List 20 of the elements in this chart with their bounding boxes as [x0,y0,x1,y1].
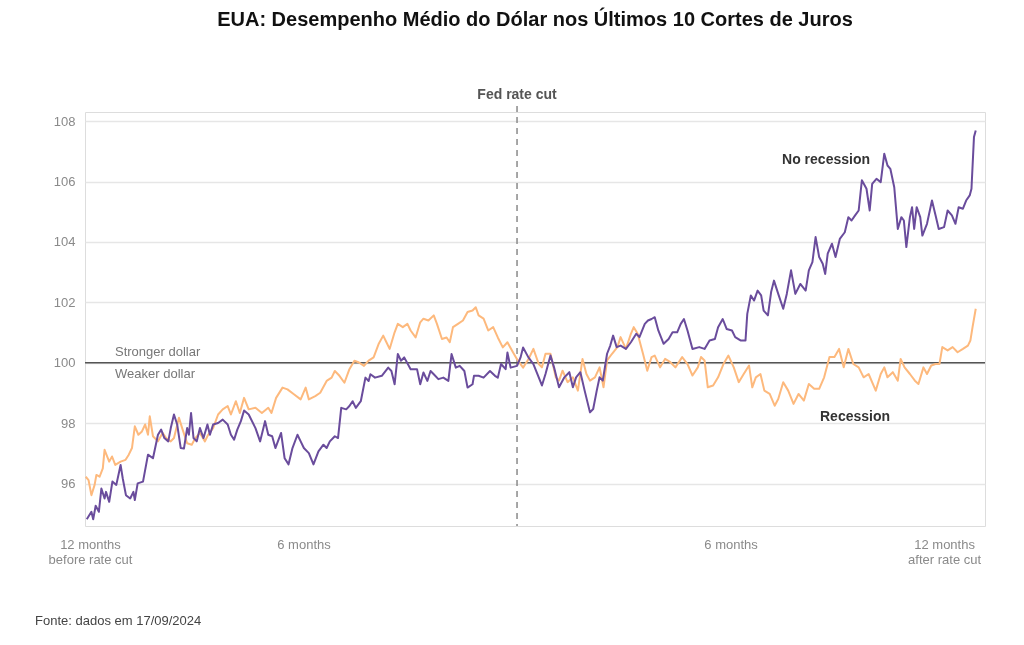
x-tick-label: 6 months [277,536,332,552]
series-label: No recession [782,151,870,167]
y-tick-label: 98 [61,415,76,431]
y-tick-label: 100 [53,355,76,371]
y-tick-label: 108 [53,113,76,129]
y-tick-label: 102 [53,294,76,310]
line-series [84,306,977,497]
x-tick-label: 6 months [704,536,759,552]
y-tick-label: 106 [53,174,76,189]
x-tick-label: 12 months before rate cut [48,536,133,567]
annotation: Stronger dollar [115,343,201,359]
y-tick-label: 96 [61,476,76,492]
x-tick-label: 12 months after rate cut [908,536,982,567]
chart-title: EUA: Desempenho Médio do Dólar nos Últimos 10 Cortes de Juros [217,7,853,30]
annotation: Weaker dollar [115,365,196,381]
series-label: Recession [820,408,891,424]
line-series [85,129,977,521]
source-note: Fonte: dados em 17/09/2024 [35,613,202,628]
ref-line-label: Fed rate cut [477,86,558,102]
y-tick-label: 104 [53,234,76,250]
